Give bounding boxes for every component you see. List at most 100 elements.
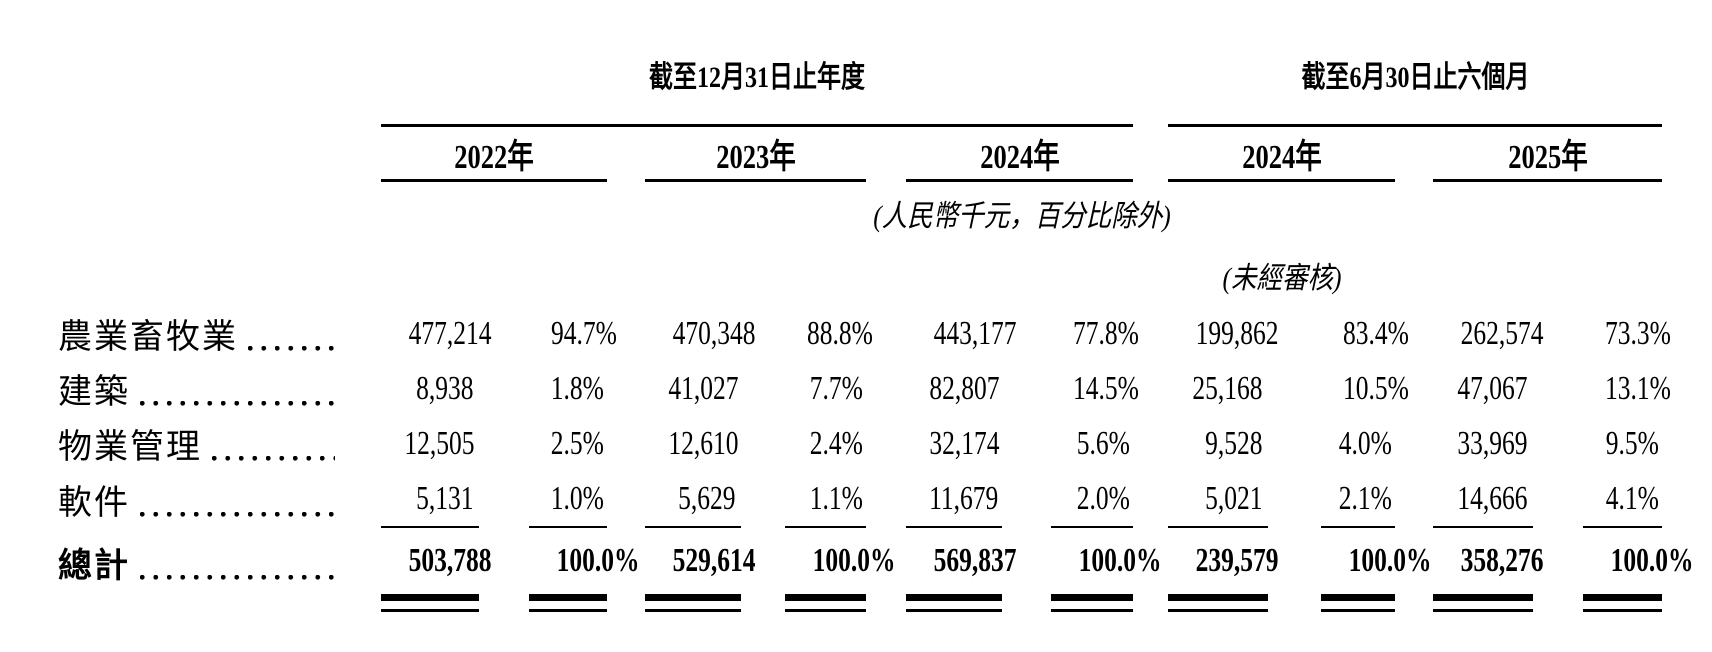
column-group-header-row: 截至12月31日止年度 截至6月30日止六個月 xyxy=(0,0,1712,127)
software-2023-revenue: 5,629 xyxy=(645,471,741,528)
row-label-agriculture-livestock: 農業畜牧業 xyxy=(58,319,238,356)
right-margin-spacer xyxy=(1662,0,1712,126)
total-2024-revenue: 569,837 xyxy=(906,527,1017,601)
year-header-2023: 2023年 xyxy=(645,125,866,182)
empty-cell xyxy=(381,244,1168,306)
empty-cell xyxy=(1395,244,1662,306)
dot-leader xyxy=(140,502,335,517)
total-double-rule-row xyxy=(0,597,1712,612)
double-rule-bottom xyxy=(529,597,607,612)
right-margin-spacer xyxy=(1662,126,1712,181)
label-column-spacer xyxy=(0,0,381,126)
construction-6m2024-pct: 10.5% xyxy=(1343,369,1409,407)
software-2024-revenue: 11,679 xyxy=(906,471,1002,528)
row-label-property-management: 物業管理 xyxy=(58,429,202,466)
property-6m2025-pct: 9.5% xyxy=(1606,424,1660,462)
property-2024-pct: 5.6% xyxy=(1077,424,1131,462)
double-rule-bottom xyxy=(1433,597,1534,612)
total-6m2024-pct: 100.0% xyxy=(1321,527,1432,601)
construction-2024-revenue: 82,807 xyxy=(929,369,1000,407)
segment-revenue-table: 截至12月31日止年度 截至6月30日止六個月 2022年 2023年 2024… xyxy=(0,0,1712,612)
construction-2022-revenue: 8,938 xyxy=(415,369,473,407)
year-header-6m2024: 2024年 xyxy=(1168,125,1396,182)
row-software: 軟件 5,131 1.0% 5,629 1.1% 11,679 2.0% 5,0… xyxy=(0,471,1712,528)
software-6m2024-pct: 2.1% xyxy=(1321,471,1396,528)
double-rule-bottom xyxy=(1321,597,1396,612)
row-label-total: 總計 xyxy=(58,547,130,585)
construction-6m2025-revenue: 47,067 xyxy=(1457,369,1528,407)
construction-2023-pct: 7.7% xyxy=(809,369,863,407)
gap xyxy=(607,126,645,181)
software-2024-pct: 2.0% xyxy=(1051,471,1134,528)
row-label-cell: 建築 xyxy=(0,361,381,416)
software-2023-pct: 1.1% xyxy=(785,471,866,528)
property-6m2024-revenue: 9,528 xyxy=(1204,424,1263,462)
label-column-spacer xyxy=(0,244,381,306)
right-margin-spacer xyxy=(1662,416,1712,471)
total-6m2024-revenue: 239,579 xyxy=(1168,527,1279,601)
agriculture-2024-revenue: 443,177 xyxy=(933,314,1017,352)
units-note-row: (人民幣千元，百分比除外) xyxy=(0,181,1712,245)
group-title-six-months-jun30: 截至6月30日止六個月 xyxy=(1301,61,1530,94)
software-6m2024-revenue: 5,021 xyxy=(1168,471,1269,528)
dot-leader xyxy=(140,392,335,406)
double-rule-bottom xyxy=(785,597,866,612)
double-rule-bottom xyxy=(1168,597,1269,612)
property-2022-revenue: 12,505 xyxy=(404,424,475,462)
unaudited-note-row: (未經審核) xyxy=(0,244,1712,306)
unaudited-note: (未經審核) xyxy=(1222,262,1342,295)
agriculture-6m2024-revenue: 199,862 xyxy=(1195,314,1279,352)
software-6m2025-pct: 4.1% xyxy=(1583,471,1663,528)
right-margin-spacer xyxy=(1662,244,1712,306)
row-label-cell: 物業管理 xyxy=(0,416,381,471)
agriculture-6m2025-revenue: 262,574 xyxy=(1460,314,1544,352)
total-2022-revenue: 503,788 xyxy=(381,527,492,601)
agriculture-2022-revenue: 477,214 xyxy=(408,314,492,352)
row-agriculture-livestock: 農業畜牧業 477,214 94.7% 470,348 88.8% 443,17… xyxy=(0,306,1712,361)
year-header-6m2025: 2025年 xyxy=(1433,125,1663,182)
dot-leader xyxy=(140,565,335,580)
property-2023-revenue: 12,610 xyxy=(668,424,739,462)
software-6m2025-revenue: 14,666 xyxy=(1433,471,1534,528)
group-header-annual: 截至12月31日止年度 xyxy=(381,0,1134,127)
total-2022-pct: 100.0% xyxy=(529,527,640,601)
double-rule-bottom xyxy=(381,597,479,612)
year-header-row: 2022年 2023年 2024年 2024年 2025年 xyxy=(0,125,1712,182)
total-6m2025-revenue: 358,276 xyxy=(1433,527,1544,601)
group-header-six-months: 截至6月30日止六個月 xyxy=(1168,0,1663,127)
units-note: (人民幣千元，百分比除外) xyxy=(872,200,1171,233)
label-column-spacer xyxy=(0,181,381,245)
agriculture-2023-revenue: 470,348 xyxy=(672,314,756,352)
row-label-cell: 農業畜牧業 xyxy=(0,306,381,361)
double-rule-bottom xyxy=(645,597,741,612)
group-gap-spacer xyxy=(1133,0,1168,126)
total-2023-pct: 100.0% xyxy=(785,527,896,601)
row-construction: 建築 8,938 1.8% 41,027 7.7% 82,807 14.5% 2… xyxy=(0,361,1712,416)
construction-2022-pct: 1.8% xyxy=(550,369,604,407)
property-2022-pct: 2.5% xyxy=(550,424,604,462)
agriculture-6m2025-pct: 73.3% xyxy=(1605,314,1671,352)
year-header-2024: 2024年 xyxy=(906,125,1134,182)
row-label-software: 軟件 xyxy=(58,484,130,522)
double-rule-bottom xyxy=(906,597,1002,612)
gap xyxy=(1133,126,1168,181)
property-2023-pct: 2.4% xyxy=(809,424,863,462)
row-label-cell: 總計 xyxy=(0,527,381,598)
gap xyxy=(1395,126,1433,181)
software-2022-revenue: 5,131 xyxy=(381,471,479,528)
label-column-spacer xyxy=(0,126,381,181)
property-2024-revenue: 32,174 xyxy=(929,424,1000,462)
right-margin-spacer xyxy=(1662,598,1712,611)
row-label-cell: 軟件 xyxy=(0,471,381,527)
unaudited-note-cell: (未經審核) xyxy=(1168,244,1395,306)
row-label-construction: 建築 xyxy=(58,374,130,411)
construction-2023-revenue: 41,027 xyxy=(668,369,739,407)
double-rule-bottom xyxy=(1051,597,1134,612)
construction-6m2025-pct: 13.1% xyxy=(1605,369,1671,407)
construction-2024-pct: 14.5% xyxy=(1072,369,1139,407)
row-total: 總計 503,788 100.0% 529,614 100.0% 569,837… xyxy=(0,527,1712,601)
software-2022-pct: 1.0% xyxy=(529,471,607,528)
agriculture-2023-pct: 88.8% xyxy=(806,314,873,352)
year-header-2022: 2022年 xyxy=(381,125,607,182)
